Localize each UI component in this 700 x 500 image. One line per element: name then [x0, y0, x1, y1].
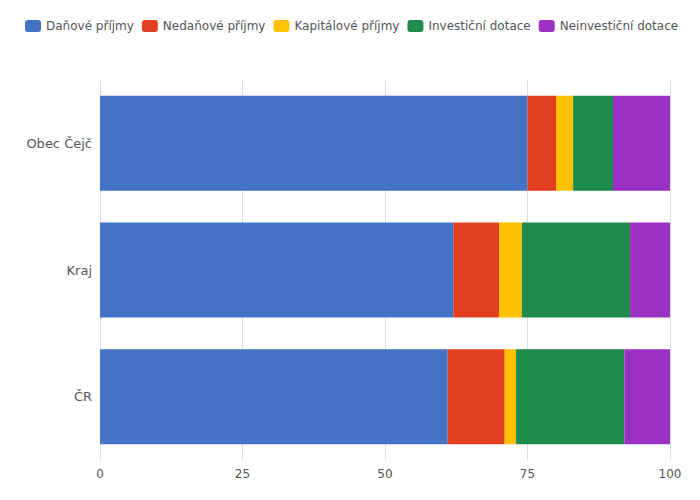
- svg-text:0: 0: [96, 467, 104, 481]
- svg-text:Kraj: Kraj: [67, 263, 92, 278]
- svg-text:75: 75: [520, 467, 535, 481]
- svg-text:100: 100: [659, 467, 682, 481]
- svg-text:Neinvestiční dotace: Neinvestiční dotace: [560, 19, 678, 33]
- svg-text:Obec Čejč: Obec Čejč: [26, 136, 92, 151]
- svg-text:25: 25: [235, 467, 250, 481]
- svg-text:Kapitálové příjmy: Kapitálové příjmy: [294, 19, 399, 33]
- svg-text:Nedaňové příjmy: Nedaňové příjmy: [163, 19, 266, 33]
- svg-text:ČR: ČR: [74, 389, 92, 404]
- svg-text:50: 50: [377, 467, 392, 481]
- svg-text:Daňové příjmy: Daňové příjmy: [46, 19, 134, 33]
- svg-text:Investiční dotace: Investiční dotace: [428, 19, 530, 33]
